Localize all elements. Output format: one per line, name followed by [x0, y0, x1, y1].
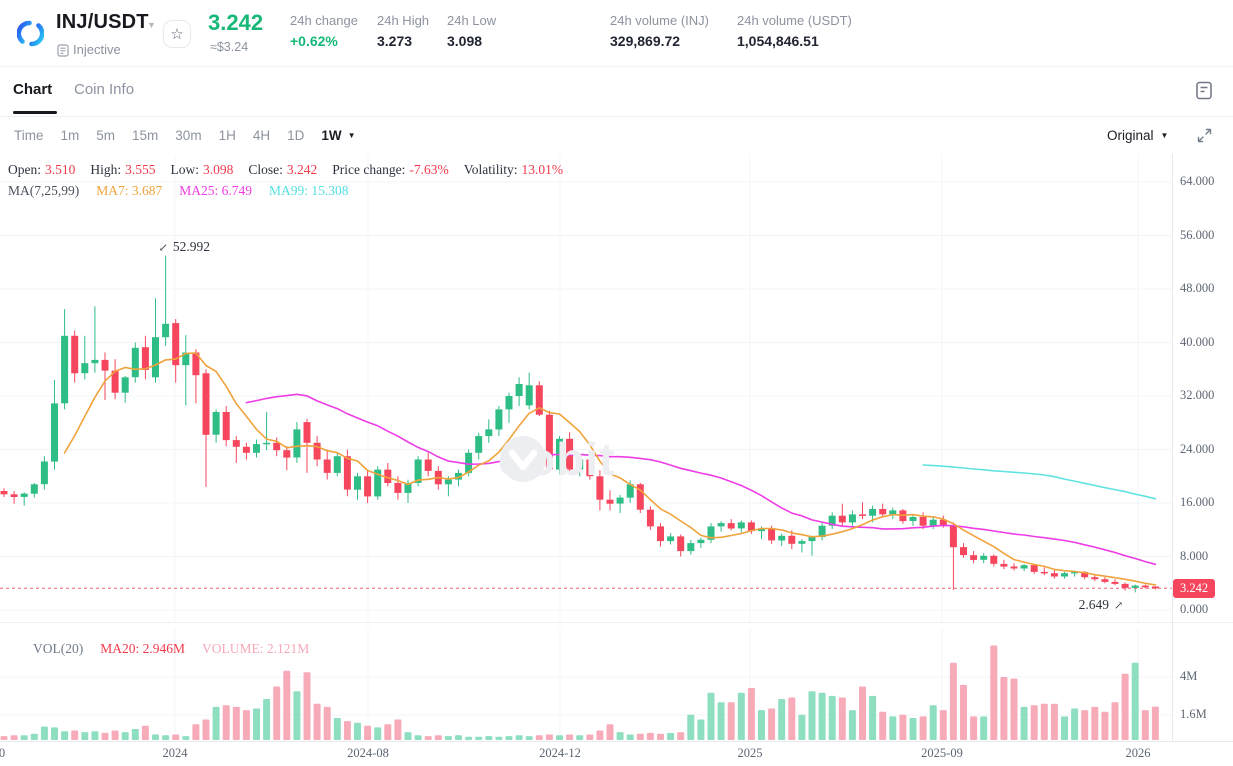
- price-tick-label: 64.000: [1180, 174, 1215, 188]
- price-chart-canvas[interactable]: [0, 154, 1172, 622]
- price-tick-label: 48.000: [1180, 281, 1215, 295]
- news-icon[interactable]: [1194, 80, 1214, 101]
- high-annotation: ↙ 52.992: [159, 239, 210, 255]
- symbol-header: INJ/USDT ▼ Injective ☆ 3.242 ≈$3.24 24h …: [0, 0, 1233, 67]
- interval-caret-icon[interactable]: ▼: [347, 131, 356, 140]
- pair-title[interactable]: INJ/USDT: [56, 11, 149, 33]
- volume-tick-label: 1.6M: [1180, 707, 1207, 721]
- low-price-label: 2.649: [1078, 597, 1109, 612]
- interval-5m[interactable]: 5m: [96, 128, 116, 143]
- x-axis-line: [0, 741, 1233, 742]
- star-icon: ☆: [170, 26, 184, 43]
- time-tick-label: 2026: [1125, 746, 1151, 760]
- last-price-badge: 3.242: [1173, 579, 1215, 598]
- time-tick-label: 2024: [162, 746, 188, 760]
- volume-legend: VOL(20) MA20: 2.946M VOLUME: 2.121M: [33, 641, 310, 656]
- tab-chart[interactable]: Chart: [13, 81, 53, 98]
- fullscreen-icon[interactable]: [1197, 128, 1212, 143]
- interval-4h[interactable]: 4H: [252, 128, 271, 143]
- active-tab-underline: [13, 111, 57, 114]
- price-tick-label: 24.000: [1180, 442, 1215, 456]
- time-tick-label: 2025-09: [921, 746, 963, 760]
- favorite-star-button[interactable]: ☆: [163, 20, 191, 48]
- time-tick-label: 0: [0, 746, 6, 760]
- exchange-watermark: oobit: [498, 436, 615, 482]
- time-tick-label: 2024-08: [347, 746, 389, 760]
- network-doc-icon: [57, 44, 69, 57]
- tab-coin-info[interactable]: Coin Info: [74, 81, 135, 98]
- interval-1w[interactable]: 1W: [321, 128, 342, 143]
- ohlc-legend: Open: 3.510 High: 3.555 Low: 3.098 Close: 3.…: [8, 162, 564, 177]
- time-tick-label: 2024-12: [539, 746, 581, 760]
- price-tick-label: 56.000: [1180, 228, 1215, 242]
- y-axis-line: [1172, 154, 1173, 741]
- time-tick-label: 2025: [737, 746, 763, 760]
- high-price-label: 52.992: [172, 239, 210, 254]
- volume-chart-canvas[interactable]: [0, 628, 1172, 740]
- ma-legend: MA(7,25,99) MA7: 3.687 MA25: 6.749 MA99:…: [8, 183, 349, 198]
- interval-1d[interactable]: 1D: [287, 128, 305, 143]
- chart-area: Open: 3.510 High: 3.555 Low: 3.098 Close: 3.…: [0, 154, 1233, 766]
- injective-logo-icon: [17, 20, 44, 47]
- interval-1h[interactable]: 1H: [218, 128, 236, 143]
- chart-toolbar: Time 1m 5m 15m 30m 1H 4H 1D 1W ▼ Origina…: [0, 117, 1233, 155]
- interval-30m[interactable]: 30m: [175, 128, 202, 143]
- interval-15m[interactable]: 15m: [132, 128, 159, 143]
- pair-caret-icon[interactable]: ▼: [147, 20, 156, 30]
- arrow-down-left-icon: ↙: [158, 241, 168, 254]
- price-tick-label: 0.000: [1180, 602, 1209, 616]
- price-tick-label: 16.000: [1180, 495, 1215, 509]
- chevron-down-icon: ▼: [1160, 131, 1169, 140]
- last-price-usd: ≈$3.24: [210, 40, 249, 54]
- volume-tick-label: 4M: [1180, 669, 1198, 683]
- interval-1m[interactable]: 1m: [60, 128, 80, 143]
- low-annotation: 2.649 ↗: [1079, 597, 1124, 613]
- arrow-up-right-icon: ↗: [1113, 599, 1124, 612]
- watermark-logo-icon: [500, 436, 546, 482]
- tab-bar: Chart Coin Info: [0, 67, 1233, 117]
- time-label: Time: [14, 128, 44, 143]
- last-price: 3.242: [208, 10, 264, 35]
- price-tick-label: 8.000: [1180, 549, 1209, 563]
- chart-style-select[interactable]: Original ▼: [1107, 128, 1169, 143]
- price-tick-label: 32.000: [1180, 388, 1215, 402]
- pane-divider: [0, 622, 1233, 623]
- price-tick-label: 40.000: [1180, 335, 1215, 349]
- network-label: Injective: [73, 42, 121, 57]
